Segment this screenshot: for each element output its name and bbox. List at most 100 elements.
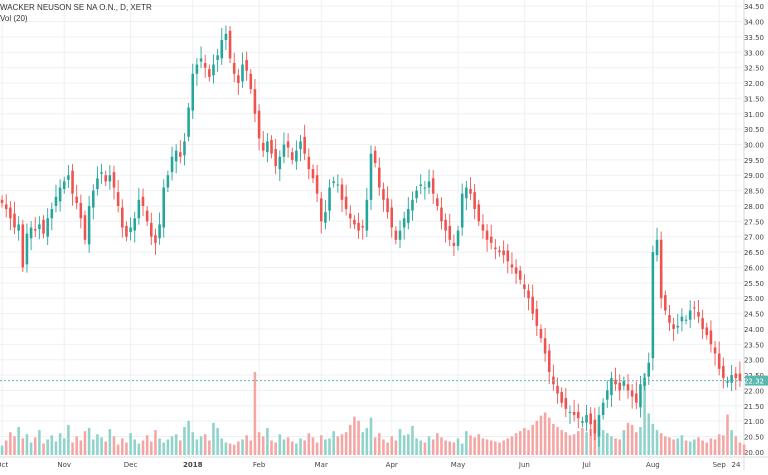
candle-body [419,184,423,186]
x-tick-label: Jun [518,461,530,469]
volume-bar [357,420,360,455]
volume-bar [29,442,33,455]
volume-bar [564,432,568,455]
volume-bar [622,430,626,455]
candle-body [568,411,572,413]
volume-bar [220,438,224,455]
volume-bar [166,439,170,455]
candle-body [734,373,738,379]
candle-body [183,141,186,156]
candle-body [676,325,680,328]
candle-body [693,307,696,309]
y-tick-label: 31.50 [744,95,764,103]
candle-body [46,218,49,237]
candle-body [340,184,344,200]
candle-body [427,181,431,188]
candle-body [270,139,273,154]
volume-bar [319,435,323,455]
x-tick-label: Aug [646,461,660,469]
volume-bar [398,429,402,455]
y-tick-label: 31.00 [744,111,764,119]
candle-body [647,362,651,377]
candle-body [456,230,460,246]
y-tick-label: 32.00 [744,80,764,88]
candle-body [166,175,170,188]
candle-body [452,242,456,246]
candle-body [485,230,489,240]
candle-body [402,218,406,228]
volume-bar [705,442,709,455]
x-tick-label: Jul [581,461,591,469]
volume-bar [502,440,505,455]
volume-bar [436,433,439,455]
volume-bar [510,436,514,455]
candle-body [344,196,348,210]
candle-body [386,198,389,213]
candle-body [498,250,501,253]
candle-body [535,308,539,326]
volume-bar [158,438,161,455]
y-tick-label: 24.50 [744,311,764,319]
candle-body [75,196,78,203]
volume-bar [67,424,70,455]
volume-bar [340,434,344,455]
candle-body [216,55,219,60]
y-tick-label: 21.50 [744,403,764,411]
volume-bar [232,444,236,455]
candle-body [465,187,468,199]
volume-bar [315,442,319,455]
volume-bar [601,430,605,455]
candle-body [58,187,62,202]
candle-body [29,227,33,239]
volume-bar [655,430,659,455]
volume-bar [448,441,452,455]
volume-bar [514,433,518,455]
volume-bar [543,412,547,455]
candle-body [531,296,534,314]
candle-body [680,316,684,322]
volume-bar [373,437,377,455]
candle-body [319,198,323,222]
candle-body [38,224,41,230]
volume-bar [672,439,675,455]
volume-bar [717,434,721,455]
candle-body [369,153,373,200]
candle-body [42,219,45,234]
y-tick-label: 22.00 [744,387,764,395]
y-tick-label: 30.50 [744,126,764,134]
y-tick-label: 32.50 [744,65,764,73]
volume-bar [38,430,41,455]
candle-body [618,382,622,391]
volume-bar [212,422,215,455]
candle-body [626,384,630,391]
candle-body [274,149,277,167]
candle-body [651,252,655,359]
candle-body [91,190,95,208]
volume-bar [62,438,66,455]
candle-body [518,270,522,280]
candle-body [361,225,364,228]
volume-bar [311,437,315,455]
candle-body [141,196,145,206]
candle-body [431,178,435,194]
candle-body [137,199,141,219]
candle-body [120,207,124,228]
candle-body [722,365,725,379]
volume-bar [344,432,348,455]
candle-body [179,152,182,157]
volume-bar [423,442,427,455]
volume-bar [361,432,364,455]
candle-body [257,110,261,139]
candle-body [290,152,294,160]
y-tick-label: 25.50 [744,280,764,288]
candle-body [79,202,83,219]
candle-body [50,209,54,219]
candle-body [473,192,476,210]
volume-bar [203,434,207,455]
volume-bar [228,443,232,455]
candle-body [67,175,70,180]
candle-body [0,199,4,203]
candle-body [589,413,592,425]
